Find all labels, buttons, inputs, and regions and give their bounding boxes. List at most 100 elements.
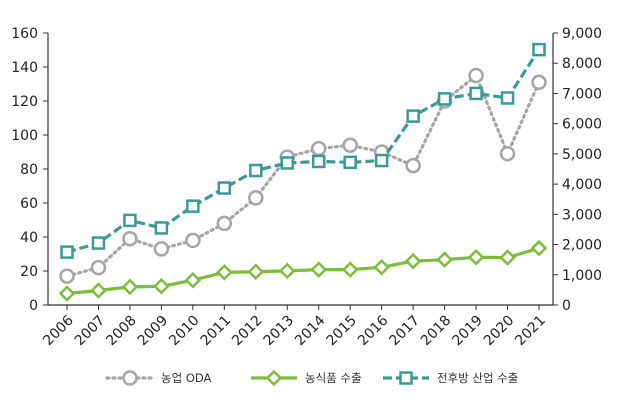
legend: 농업 ODA 농식품 수출 전후방 산업 수출	[105, 369, 518, 387]
data-point-diamond	[310, 261, 328, 278]
data-point-square	[280, 156, 295, 170]
legend-marker-diamond	[265, 369, 283, 387]
data-point-diamond	[278, 262, 296, 280]
series-line	[66, 48, 541, 254]
data-point-diamond	[121, 278, 139, 296]
right-tick-labels: 0 1,000 2,000 3,000 4,000 5,000 6,000 7,000 8,00…	[553, 26, 602, 314]
x-tick-label: 2019	[449, 313, 486, 350]
data-point-square	[217, 181, 232, 195]
x-tick-label: 2015	[324, 313, 361, 350]
x-tick-labels: 2006200720082009201020112012201320142015…	[40, 305, 549, 349]
data-point-diamond	[153, 277, 170, 295]
data-point-circle	[153, 241, 170, 257]
x-tick-label: 2013	[261, 313, 298, 350]
data-point-square	[374, 153, 389, 168]
right-axis: 0 1,000 2,000 3,000 4,000 5,000 6,000 7,000 8,00…	[552, 26, 602, 314]
x-tick-label: 2010	[166, 313, 203, 350]
data-point-square	[500, 91, 515, 105]
data-point-circle	[531, 74, 547, 91]
series-line	[66, 246, 540, 296]
x-tick-label: 2011	[198, 313, 235, 350]
x-tick-label: 2016	[355, 312, 392, 349]
data-point-circle	[122, 230, 138, 247]
left-tick-labels: 0 20 40 60 80 100 120 140 160	[11, 26, 48, 314]
x-axis: 2006200720082009201020112012201320142015…	[40, 304, 553, 349]
data-point-circle	[499, 145, 516, 162]
data-point-diamond	[247, 263, 265, 281]
data-point-circle	[216, 215, 233, 232]
legend-label: 농식품 수출	[305, 371, 362, 385]
data-point-square	[532, 42, 546, 57]
legend-item-3: 전후방 산업 수출	[383, 371, 518, 385]
data-point-square	[60, 245, 74, 259]
data-point-square	[406, 109, 420, 123]
x-tick-label: 2007	[72, 313, 109, 350]
legend-label: 전후방 산업 수출	[437, 371, 518, 385]
data-point-diamond	[530, 239, 548, 257]
data-point-diamond	[90, 282, 107, 299]
x-tick-label: 2020	[481, 313, 518, 350]
x-tick-label: 2009	[135, 313, 172, 350]
left-axis: 0 20 40 60 80 100 120 140 160	[11, 26, 49, 314]
left-tick-label: 120	[11, 94, 38, 110]
left-tick-label: 0	[29, 298, 38, 314]
data-point-circle	[310, 140, 327, 157]
left-tick-label: 160	[11, 26, 38, 42]
data-point-diamond	[436, 251, 453, 268]
data-point-circle	[342, 137, 358, 153]
x-tick-label: 2017	[386, 313, 423, 350]
legend-label: 농업 ODA	[161, 371, 212, 385]
series-3	[60, 42, 546, 259]
x-tick-label: 2012	[229, 313, 266, 350]
series-line	[65, 73, 541, 278]
data-point-diamond	[341, 261, 359, 278]
right-tick-label: 4,000	[562, 177, 602, 193]
right-tick-label: 8,000	[562, 56, 602, 72]
data-point-square	[437, 92, 452, 106]
series-1	[59, 67, 547, 284]
data-point-diamond	[404, 252, 422, 270]
data-point-square	[123, 213, 137, 228]
data-point-square	[91, 236, 106, 250]
data-point-circle	[185, 232, 201, 249]
legend-item-2: 농식품 수출	[251, 369, 362, 387]
left-tick-label: 20	[20, 264, 38, 280]
right-tick-label: 2,000	[562, 238, 602, 254]
right-tick-label: 7,000	[562, 86, 602, 102]
x-tick-label: 2018	[418, 313, 455, 350]
right-tick-label: 9,000	[562, 26, 602, 42]
data-point-diamond	[467, 248, 485, 266]
data-point-diamond	[184, 271, 202, 289]
data-point-circle	[90, 259, 107, 276]
data-point-square	[154, 221, 169, 235]
legend-marker-circle	[122, 370, 138, 386]
data-point-diamond	[499, 249, 516, 266]
left-tick-label: 40	[20, 230, 38, 246]
series-2	[58, 239, 548, 302]
right-tick-label: 0	[562, 298, 571, 314]
x-tick-label: 2008	[103, 313, 140, 350]
data-point-circle	[405, 157, 421, 174]
series-layer	[58, 42, 548, 302]
right-tick-label: 1,000	[562, 268, 602, 284]
x-tick-label: 2006	[40, 312, 77, 349]
left-tick-label: 100	[11, 128, 38, 144]
x-tick-label: 2021	[512, 313, 549, 350]
data-point-diamond	[373, 258, 390, 276]
right-tick-label: 5,000	[562, 147, 602, 163]
right-tick-label: 3,000	[562, 207, 602, 223]
right-tick-label: 6,000	[562, 117, 602, 133]
data-point-square	[311, 154, 326, 169]
data-point-square	[249, 163, 263, 178]
data-point-square	[343, 155, 357, 170]
left-tick-label: 60	[20, 196, 38, 212]
x-tick-label: 2014	[292, 312, 329, 349]
legend-item-1: 농업 ODA	[105, 370, 212, 386]
data-point-diamond	[216, 264, 233, 281]
data-point-square	[469, 86, 483, 101]
data-point-circle	[468, 67, 484, 84]
left-tick-label: 140	[11, 60, 38, 76]
data-point-circle	[248, 190, 264, 206]
data-point-diamond	[58, 285, 76, 302]
